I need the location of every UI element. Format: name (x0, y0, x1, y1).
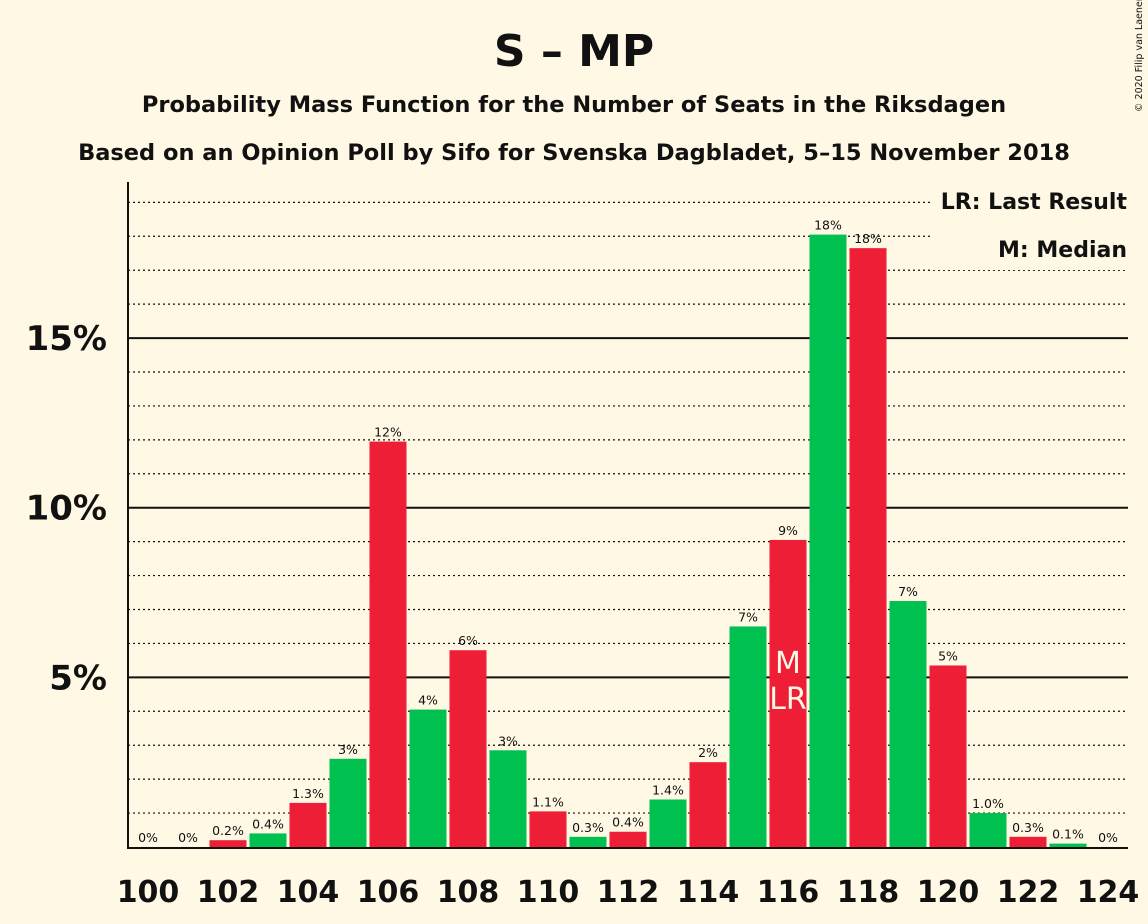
bar-label-seat-110: 1.1% (532, 794, 564, 809)
bar-label-seat-105: 3% (338, 742, 358, 757)
bar-seat-118 (849, 248, 887, 848)
bar-label-seat-114: 2% (698, 745, 718, 760)
bar-seat-121 (969, 813, 1007, 847)
x-tick-label: 114 (677, 875, 740, 910)
bar-label-seat-108: 6% (458, 633, 478, 648)
legend-bg (930, 182, 1130, 270)
bar-label-seat-122: 0.3% (1012, 820, 1044, 835)
bar-label-seat-119: 7% (898, 584, 918, 599)
bar-seat-111 (569, 836, 607, 847)
bar-label-seat-101: 0% (178, 830, 198, 845)
x-tick-label: 116 (757, 875, 820, 910)
bar-label-seat-103: 0.4% (252, 816, 284, 831)
bar-label-seat-120: 5% (938, 648, 958, 663)
bar-seat-114 (689, 762, 727, 847)
median-marker: M (775, 646, 801, 681)
bar-seat-122 (1009, 836, 1047, 847)
chart-subtitle: Probability Mass Function for the Number… (142, 92, 1006, 118)
bar-seat-116 (769, 539, 807, 847)
bar-seat-109 (489, 750, 527, 847)
bar-seat-108 (449, 650, 487, 847)
bar-seat-117 (809, 234, 847, 847)
x-tick-label: 118 (837, 875, 900, 910)
x-tick-label: 106 (357, 875, 420, 910)
bar-seat-120 (929, 665, 967, 847)
bar-label-seat-124: 0% (1098, 830, 1118, 845)
bar-label-seat-118: 18% (854, 231, 882, 246)
y-tick-label: 10% (26, 489, 107, 529)
chart-title: S – MP (494, 26, 654, 77)
bar-seat-123 (1049, 843, 1087, 847)
bar-seat-113 (649, 799, 687, 847)
bar-label-seat-121: 1.0% (972, 796, 1004, 811)
x-tick-label: 124 (1077, 875, 1140, 910)
grid (128, 201, 1128, 814)
bar-label-seat-123: 0.1% (1052, 827, 1084, 842)
x-tick-label: 120 (917, 875, 980, 910)
copyright-text: © 2020 Filip van Laenen (1134, 0, 1145, 112)
bar-label-seat-115: 7% (738, 609, 758, 624)
x-tick-label: 104 (277, 875, 340, 910)
bar-label-seat-102: 0.2% (212, 823, 244, 838)
last-result-marker: LR (769, 682, 807, 717)
x-tick-label: 110 (517, 875, 580, 910)
bar-seat-103 (249, 833, 287, 847)
bar-label-seat-117: 18% (814, 218, 842, 233)
bar-seat-106 (369, 441, 407, 847)
bar-label-seat-100: 0% (138, 830, 158, 845)
x-tick-label: 108 (437, 875, 500, 910)
legend-median: M: Median (998, 238, 1127, 263)
bar-seat-105 (329, 758, 367, 847)
x-tick-label: 100 (117, 875, 180, 910)
x-tick-label: 112 (597, 875, 660, 910)
bar-seat-112 (609, 831, 647, 847)
bar-seat-119 (889, 601, 927, 847)
y-axis-ticks: 5% 10% 15% (26, 319, 107, 698)
bar-label-seat-111: 0.3% (572, 820, 604, 835)
bar-label-seat-113: 1.4% (652, 783, 684, 798)
bar-labels: 0% 0% 0.2% 0.4% 1.3% 3% 12% 4% 6% 3% 1.1% 0.3% 0.4% 1… (138, 218, 1118, 845)
x-tick-label: 102 (197, 875, 260, 910)
bar-label-seat-109: 3% (498, 733, 518, 748)
bars (209, 234, 1087, 848)
x-tick-label: 122 (997, 875, 1060, 910)
bar-seat-104 (289, 802, 327, 847)
bar-label-seat-112: 0.4% (612, 815, 644, 830)
bar-label-seat-104: 1.3% (292, 786, 324, 801)
bar-label-seat-107: 4% (418, 693, 438, 708)
x-axis-ticks: 100 102 104 106 108 110 112 114 116 118 120 122 124 (117, 875, 1140, 910)
bar-label-seat-116: 9% (778, 523, 798, 538)
legend-last-result: LR: Last Result (941, 190, 1128, 215)
bar-label-seat-106: 12% (374, 425, 402, 440)
y-tick-label: 15% (26, 319, 107, 359)
bar-seat-107 (409, 709, 447, 847)
median-last-result-markers: MLR (769, 646, 807, 717)
y-tick-label: 5% (49, 658, 107, 698)
bar-seat-102 (209, 840, 247, 847)
chart-subtitle-2: Based on an Opinion Poll by Sifo for Sve… (78, 140, 1070, 166)
bar-seat-110 (529, 811, 567, 847)
bar-seat-115 (729, 626, 767, 847)
